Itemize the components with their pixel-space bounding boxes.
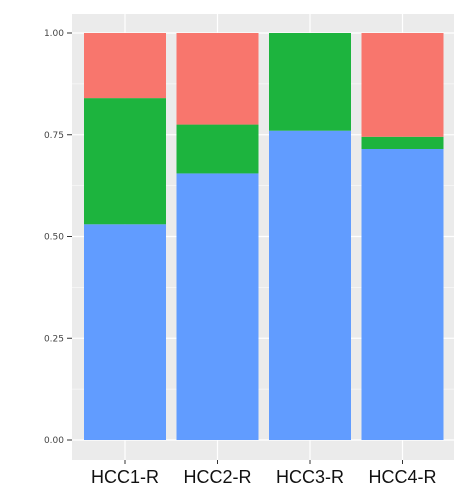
y-tick-label: 0.75: [44, 131, 64, 141]
y-axis: 0.00 0.25 0.50 0.75 1.00: [44, 29, 72, 446]
bar-segment-hcc4-r-2: [361, 33, 444, 137]
bar-segment-hcc3-r-1: [269, 33, 351, 131]
x-tick-label: HCC3-R: [276, 467, 344, 487]
bar-segment-hcc2-r-1: [176, 124, 259, 174]
bar-segment-hcc2-r-0: [176, 173, 259, 441]
bar-segment-hcc4-r-0: [361, 148, 444, 440]
bar-segment-hcc2-r-2: [176, 33, 259, 125]
bar-segment-hcc1-r-2: [84, 33, 166, 99]
x-axis: HCC1-R HCC2-R HCC3-R HCC4-R: [91, 460, 437, 487]
y-tick-label: 1.00: [44, 29, 64, 39]
bar-segment-hcc4-r-1: [361, 136, 444, 149]
y-tick-label: 0.00: [44, 436, 64, 446]
x-tick-label: HCC4-R: [368, 467, 436, 487]
y-tick-label: 0.50: [44, 233, 64, 243]
x-tick-label: HCC2-R: [183, 467, 251, 487]
bar-segment-hcc1-r-1: [84, 98, 166, 225]
y-tick-label: 0.25: [44, 334, 64, 344]
bar-segment-hcc1-r-0: [84, 224, 166, 440]
bars: [84, 33, 444, 441]
x-tick-label: HCC1-R: [91, 467, 159, 487]
bar-segment-hcc3-r-0: [269, 130, 351, 440]
